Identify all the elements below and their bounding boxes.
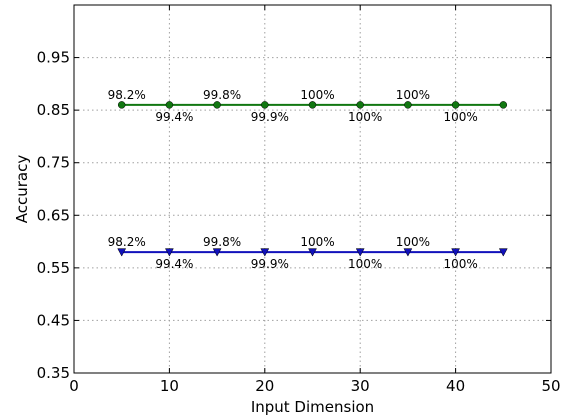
data-point	[118, 101, 125, 108]
y-tick-label: 0.55	[37, 259, 70, 277]
data-point	[500, 101, 507, 108]
x-tick-label: 50	[541, 377, 560, 395]
plot-frame	[74, 5, 551, 373]
data-label: 100%	[348, 257, 382, 271]
data-label: 99.4%	[155, 110, 193, 124]
data-label: 99.8%	[203, 88, 241, 102]
data-label: 98.2%	[108, 235, 146, 249]
series-group	[118, 101, 508, 256]
data-label: 100%	[348, 110, 382, 124]
data-point	[309, 101, 316, 108]
x-tick-label: 40	[446, 377, 465, 395]
y-axis-title: Accuracy	[13, 155, 31, 224]
data-label: 99.9%	[251, 110, 289, 124]
data-label: 99.4%	[155, 257, 193, 271]
data-label: 100%	[443, 257, 477, 271]
x-tick-label: 30	[351, 377, 370, 395]
data-point	[166, 101, 173, 108]
grid	[74, 5, 551, 373]
x-tick-label: 20	[255, 377, 274, 395]
y-tick-label: 0.45	[37, 311, 70, 329]
data-label: 98.2%	[108, 88, 146, 102]
data-point	[261, 101, 268, 108]
data-label: 100%	[300, 235, 334, 249]
y-tick-label: 0.85	[37, 101, 70, 119]
data-label: 100%	[396, 235, 430, 249]
data-label: 99.9%	[251, 257, 289, 271]
y-tick-label: 0.75	[37, 154, 70, 172]
data-point	[214, 101, 221, 108]
data-point	[452, 101, 459, 108]
y-tick-label: 0.35	[37, 364, 70, 382]
x-tick-label: 0	[69, 377, 79, 395]
y-tick-label: 0.95	[37, 49, 70, 67]
axis-ticks: 0 10 20 30 40 50 0.35 0.45 0.55 0.65 0.75 0.85 0.95	[37, 5, 561, 395]
data-label: 100%	[300, 88, 334, 102]
x-axis-title: Input Dimension	[251, 398, 374, 416]
series-0	[118, 101, 507, 108]
data-label: 100%	[396, 88, 430, 102]
data-point	[404, 101, 411, 108]
data-labels: 98.2% 99.4% 99.8% 99.9% 100% 100% 100% 100% 98.2…	[108, 88, 478, 271]
y-tick-label: 0.65	[37, 206, 70, 224]
data-point	[357, 101, 364, 108]
x-tick-label: 10	[160, 377, 179, 395]
data-label: 99.8%	[203, 235, 241, 249]
series-1	[118, 249, 508, 257]
data-label: 100%	[443, 110, 477, 124]
